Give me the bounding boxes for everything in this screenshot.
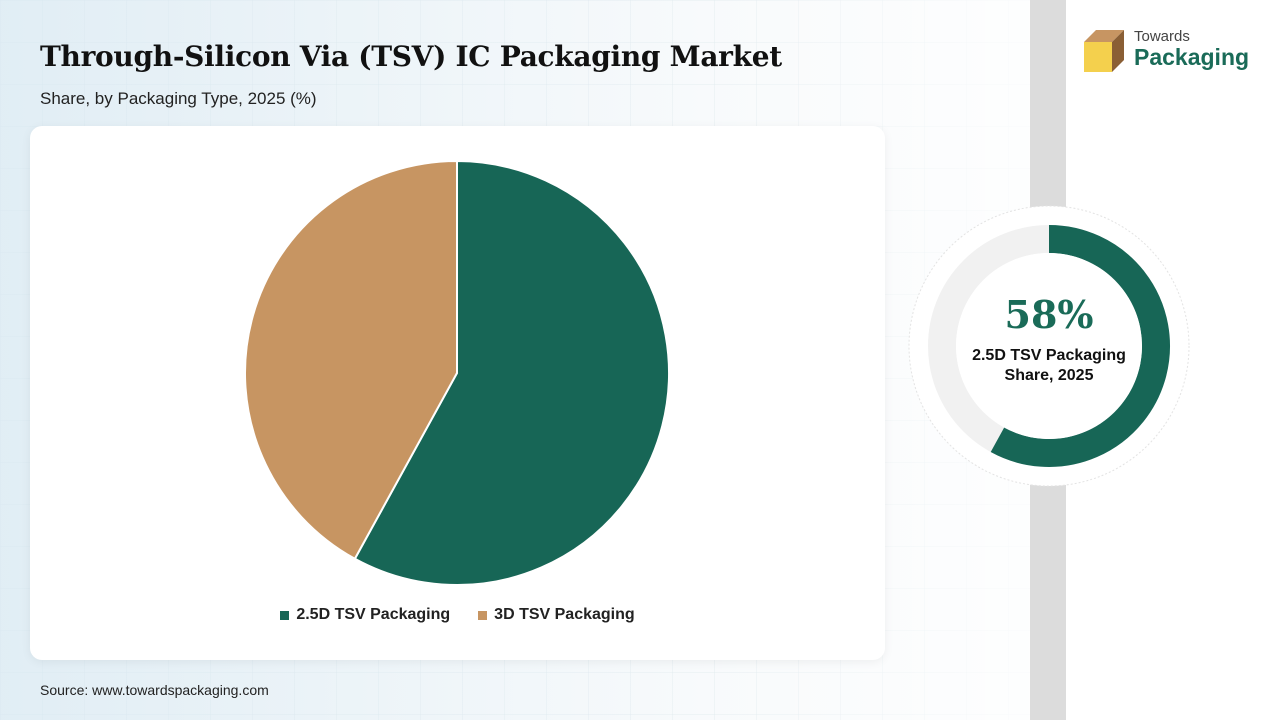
pie-slice-3d (244, 159, 458, 561)
legend-item-3d: 3D TSV Packaging (478, 606, 635, 624)
brand-logo: Towards Packaging (1082, 28, 1262, 78)
logo-line1: Towards (1134, 28, 1190, 45)
pie-slice-2-5d (353, 159, 670, 586)
legend-label-3d: 3D TSV Packaging (494, 606, 635, 623)
box-icon (1084, 30, 1124, 72)
ring-progress-arc (990, 225, 1170, 467)
logo-line2: Packaging (1134, 44, 1250, 70)
page-subtitle: Share, by Packaging Type, 2025 (%) (40, 89, 317, 108)
chart-card: 2.5D TSV Packaging 3D TSV Packaging (30, 126, 885, 660)
legend-swatch-3d (478, 610, 488, 620)
highlight-label-line1: 2.5D TSV Packaging (972, 347, 1126, 364)
ring-inner (956, 253, 1142, 439)
page-title: Through-Silicon Via (TSV) IC Packaging M… (40, 40, 782, 73)
highlight-ring: 58% 2.5D TSV Packaging Share, 2025 (907, 204, 1191, 488)
highlight-value: 58% (1004, 292, 1094, 337)
legend-swatch-2-5d (280, 610, 290, 620)
highlight-label-line2: Share, 2025 (1004, 367, 1094, 384)
highlight-label: 2.5D TSV Packaging Share, 2025 (907, 346, 1191, 386)
legend-label-2-5d: 2.5D TSV Packaging (296, 606, 451, 623)
chart-legend: 2.5D TSV Packaging 3D TSV Packaging (30, 606, 885, 624)
source-note: Source: www.towardspackaging.com (40, 682, 269, 698)
legend-item-2-5d: 2.5D TSV Packaging (280, 606, 450, 624)
pie-chart (244, 159, 670, 586)
share-ring (908, 205, 1190, 487)
